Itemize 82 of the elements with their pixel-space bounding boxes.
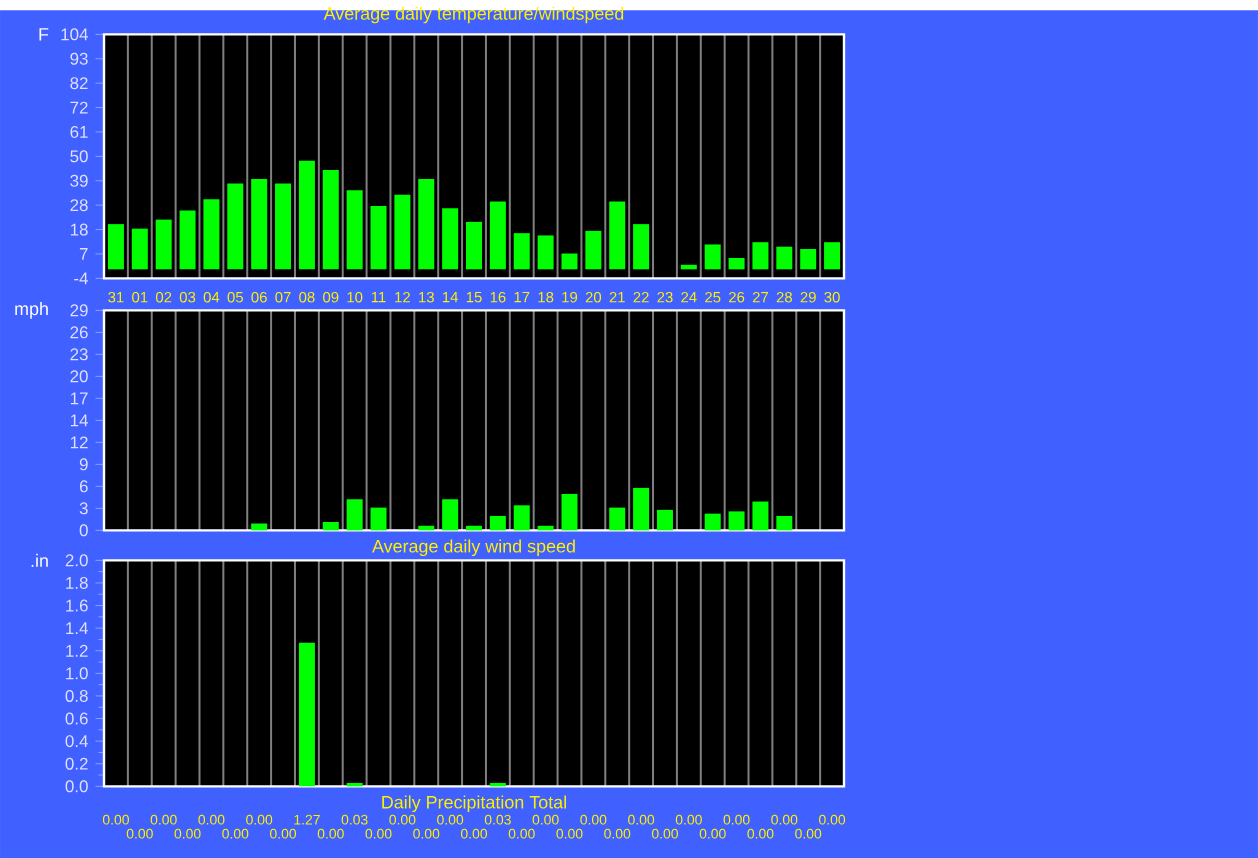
bar (418, 178, 435, 270)
y-tick-label: 20 (70, 370, 88, 383)
bar (155, 219, 172, 270)
y-tick-label: 82 (70, 77, 88, 89)
y-tick-label: -4 (74, 272, 88, 285)
bar (394, 194, 411, 270)
bar (298, 160, 315, 270)
bar (346, 499, 363, 531)
bar (107, 223, 124, 270)
bar (346, 190, 363, 270)
y-tick-label: 9 (79, 458, 88, 471)
y-tick-label: 3 (79, 502, 88, 515)
bar (370, 507, 387, 531)
bar (776, 246, 793, 270)
y-tick-label: 18 (70, 223, 88, 236)
bar (656, 509, 673, 531)
y-tick-label: 1.8 (66, 576, 88, 589)
bar (251, 178, 268, 270)
bar (489, 515, 506, 531)
bar (537, 235, 554, 270)
y-tick-label: 39 (70, 174, 88, 187)
bar (704, 244, 721, 270)
y-tick-label: 28 (70, 199, 88, 211)
x-axis-title: Daily Precipitation Total (382, 795, 566, 812)
bar (466, 221, 482, 270)
bar (752, 242, 769, 270)
x-axis-title: Average daily wind speed (372, 539, 575, 556)
bar (824, 242, 841, 270)
bar (442, 208, 459, 270)
bar (633, 487, 650, 531)
bar (585, 230, 602, 270)
bar (322, 521, 339, 531)
y-tick-label: 14 (70, 414, 88, 427)
y-tick-label: 12 (70, 436, 88, 449)
bar (370, 205, 387, 270)
y-tick-label: 1.2 (66, 644, 88, 657)
y-axis-title: F (39, 28, 49, 41)
bar (322, 169, 339, 270)
bar (561, 253, 578, 270)
bar (513, 505, 530, 531)
bar (800, 248, 817, 270)
chart-title: Average daily temperature/windspeed (323, 6, 624, 24)
y-tick-label: 0.6 (65, 712, 88, 725)
y-tick-label: 72 (70, 101, 88, 114)
bar (609, 507, 626, 531)
y-tick-label: 0.2 (65, 757, 88, 770)
bar (752, 501, 769, 531)
bar (442, 499, 459, 531)
y-tick-label: 104 (61, 28, 88, 41)
bar (704, 513, 721, 531)
y-tick-label: 0 (79, 524, 88, 537)
y-tick-label: 23 (70, 348, 88, 361)
bar (561, 493, 578, 531)
bar (609, 201, 626, 270)
y-tick-label: 1.6 (66, 599, 88, 612)
bar (227, 183, 244, 270)
bar (275, 183, 292, 270)
y-tick-label: 2.0 (65, 554, 88, 567)
bar (776, 515, 793, 531)
y-tick-label: 29 (70, 304, 88, 317)
y-tick-label: 0.0 (65, 780, 88, 793)
bar (728, 511, 745, 531)
bar (489, 201, 506, 270)
y-axis-title: .in (31, 553, 48, 567)
y-tick-label: 1.0 (66, 667, 88, 680)
y-tick-label: 7 (79, 247, 88, 260)
y-tick-label: 26 (70, 326, 88, 339)
bar (633, 223, 650, 270)
y-tick-label: 50 (70, 150, 88, 163)
y-tick-label: 6 (79, 480, 88, 493)
y-tick-label: 0.8 (65, 689, 88, 702)
y-tick-label: 1.4 (66, 622, 88, 634)
bar (131, 228, 148, 270)
y-axis-title: mph (15, 301, 48, 319)
bar (728, 257, 745, 270)
y-tick-label: 17 (70, 392, 88, 405)
bar (179, 210, 196, 270)
y-tick-label: 93 (70, 52, 88, 65)
bar (513, 233, 530, 270)
bar (203, 199, 220, 270)
y-tick-label: 0.4 (65, 735, 88, 747)
y-tick-label: 61 (70, 125, 88, 138)
